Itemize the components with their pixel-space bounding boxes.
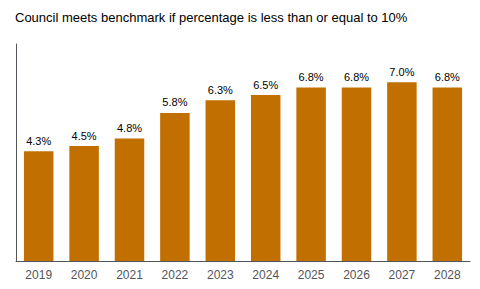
svg-text:2024: 2024 <box>252 268 279 282</box>
svg-text:2028: 2028 <box>434 268 461 282</box>
svg-text:4.3%: 4.3% <box>26 135 51 147</box>
svg-text:6.8%: 6.8% <box>344 71 369 83</box>
svg-text:2020: 2020 <box>71 268 98 282</box>
svg-text:2021: 2021 <box>116 268 143 282</box>
svg-text:2025: 2025 <box>298 268 325 282</box>
svg-text:2022: 2022 <box>162 268 189 282</box>
svg-text:2023: 2023 <box>207 268 234 282</box>
svg-text:2019: 2019 <box>25 268 52 282</box>
svg-text:4.8%: 4.8% <box>117 122 142 134</box>
svg-text:6.8%: 6.8% <box>299 71 324 83</box>
svg-text:Council meets benchmark if per: Council meets benchmark if percentage is… <box>15 10 408 25</box>
svg-text:6.8%: 6.8% <box>435 71 460 83</box>
svg-text:4.5%: 4.5% <box>72 130 97 142</box>
svg-text:2027: 2027 <box>389 268 416 282</box>
svg-text:5.8%: 5.8% <box>162 96 187 108</box>
svg-text:7.0%: 7.0% <box>389 66 414 78</box>
svg-text:6.3%: 6.3% <box>208 84 233 96</box>
svg-text:2026: 2026 <box>343 268 370 282</box>
svg-text:6.5%: 6.5% <box>253 79 278 91</box>
